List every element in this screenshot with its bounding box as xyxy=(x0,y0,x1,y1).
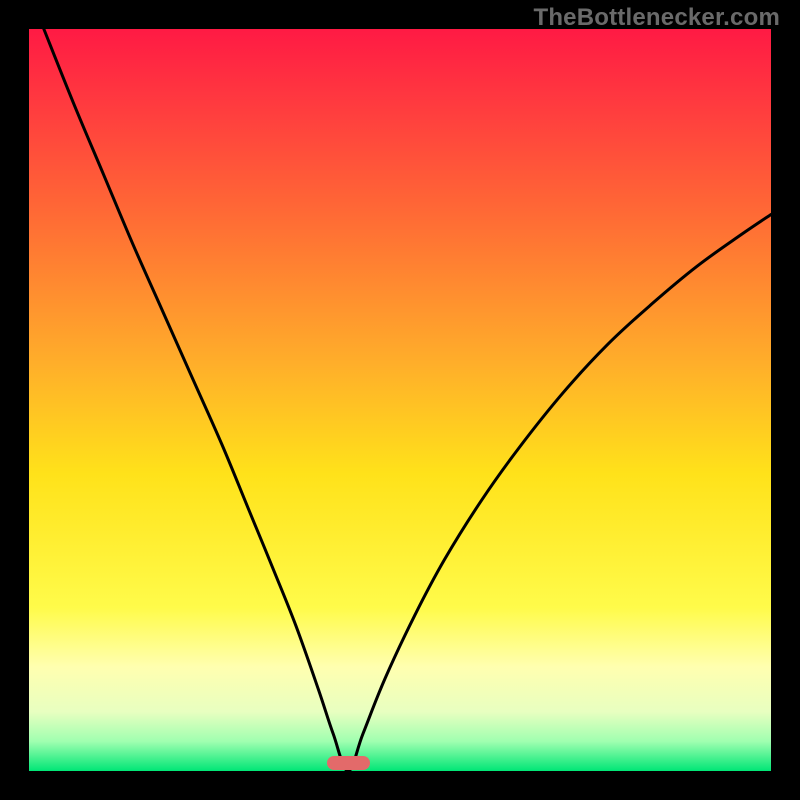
optimal-point-marker xyxy=(327,756,370,770)
watermark-text: TheBottlenecker.com xyxy=(533,4,780,32)
chart-container: TheBottlenecker.com xyxy=(0,0,800,800)
plot-area xyxy=(29,29,771,771)
bottleneck-curve xyxy=(29,29,771,771)
curve-path xyxy=(44,29,771,771)
